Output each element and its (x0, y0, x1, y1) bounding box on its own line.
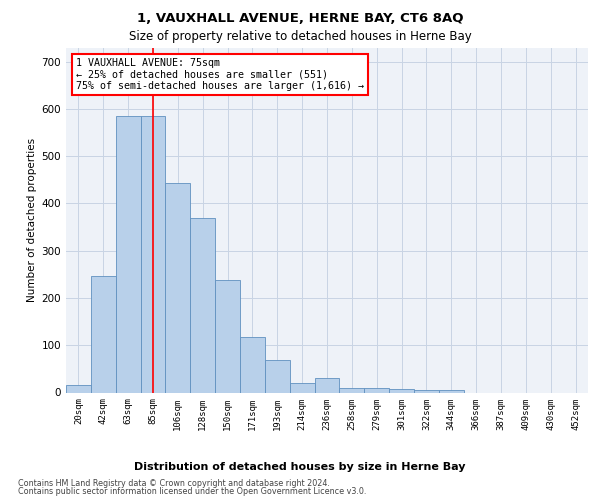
Text: 1, VAUXHALL AVENUE, HERNE BAY, CT6 8AQ: 1, VAUXHALL AVENUE, HERNE BAY, CT6 8AQ (137, 12, 463, 26)
Bar (414, 390, 439, 392)
Bar (314, 378, 340, 392)
Bar (166, 183, 190, 392)
Bar (116, 116, 140, 392)
Bar (439, 390, 464, 392)
Bar (290, 383, 314, 392)
Bar (66, 386, 91, 392)
Text: 1 VAUXHALL AVENUE: 75sqm
← 25% of detached houses are smaller (551)
75% of semi-: 1 VAUXHALL AVENUE: 75sqm ← 25% of detach… (76, 58, 364, 91)
Y-axis label: Number of detached properties: Number of detached properties (28, 138, 37, 302)
Bar (389, 389, 414, 392)
Text: Contains public sector information licensed under the Open Government Licence v3: Contains public sector information licen… (18, 487, 367, 496)
Text: Size of property relative to detached houses in Herne Bay: Size of property relative to detached ho… (128, 30, 472, 43)
Bar (364, 388, 389, 392)
Bar (140, 116, 166, 392)
Bar (265, 360, 290, 392)
Bar (240, 336, 265, 392)
Text: Contains HM Land Registry data © Crown copyright and database right 2024.: Contains HM Land Registry data © Crown c… (18, 478, 330, 488)
Bar (340, 388, 364, 392)
Bar (91, 276, 116, 392)
Text: Distribution of detached houses by size in Herne Bay: Distribution of detached houses by size … (134, 462, 466, 472)
Bar (190, 218, 215, 392)
Bar (215, 280, 240, 392)
